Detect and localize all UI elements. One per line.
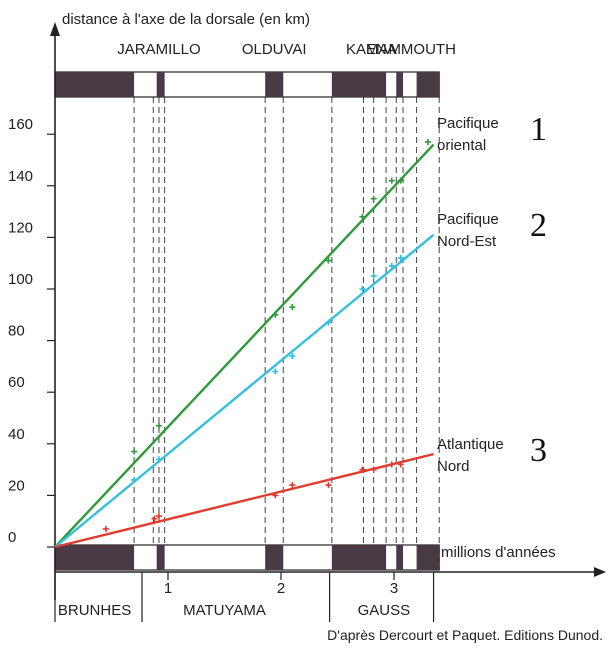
data-point	[370, 195, 377, 202]
data-point	[397, 255, 404, 262]
polarity-band-top-segment	[156, 72, 165, 97]
data-point	[359, 286, 366, 292]
polarity-bands	[54, 71, 440, 571]
polarity-band-bottom-segment	[265, 545, 284, 570]
data-point	[370, 466, 377, 473]
y-tick-label: 120	[8, 219, 33, 236]
y-tick-label: 160	[8, 116, 33, 133]
series-label: Pacifique	[437, 115, 499, 132]
y-tick-label: 40	[8, 426, 25, 443]
series-label: Atlantique	[437, 436, 504, 453]
source-credit: D'après Dercourt et Paquet. Editions Dun…	[327, 627, 603, 643]
x-axis-arrow	[594, 567, 606, 577]
data-point	[272, 492, 279, 499]
data-point	[155, 422, 162, 429]
data-point	[325, 319, 332, 326]
series-number: 1	[530, 111, 547, 148]
data-point	[325, 482, 332, 489]
epoch-label: MATUYAMA	[183, 602, 266, 619]
event-label: MAMMOUTH	[366, 41, 456, 58]
data-point	[424, 138, 431, 145]
y-tick-label: 100	[8, 271, 33, 288]
polarity-band-bottom-segment	[55, 545, 135, 570]
data-point	[131, 448, 138, 455]
series-label: oriental	[437, 137, 486, 154]
series-line	[54, 233, 435, 548]
event-label: OLDUVAI	[242, 41, 307, 58]
x-tick-label: 1	[164, 580, 172, 597]
data-point	[388, 461, 395, 468]
event-label: KAENA	[346, 41, 397, 58]
y-tick-label: 60	[8, 374, 25, 391]
y-tick-label: 20	[8, 477, 25, 494]
data-point	[155, 456, 162, 463]
y-tick-label: 80	[8, 323, 25, 340]
polarity-band-bottom-segment	[156, 545, 165, 570]
data-point	[151, 515, 158, 522]
polarity-band-bottom-segment	[331, 545, 387, 570]
series-label: Nord	[437, 458, 470, 475]
polarity-band-top-segment	[396, 72, 404, 97]
series-number: 3	[530, 432, 547, 469]
y-axis-label: distance à l'axe de la dorsale (en km)	[62, 11, 310, 28]
data-point	[102, 525, 109, 532]
polarity-band-top-segment	[55, 72, 135, 97]
data-point	[289, 482, 296, 489]
event-label: JARAMILLO	[117, 41, 200, 58]
y-tick-label: 0	[8, 529, 16, 546]
data-point	[388, 262, 395, 269]
epoch-label: BRUNHES	[58, 602, 131, 619]
data-point	[272, 311, 279, 318]
data-series	[54, 138, 435, 549]
polarity-guide-lines	[133, 97, 440, 570]
y-tick-label: 140	[8, 168, 33, 185]
polarity-band-top-segment	[416, 72, 440, 97]
data-point	[359, 466, 366, 473]
chart-labels: distance à l'axe de la dorsale (en km) m…	[58, 11, 603, 643]
polarity-band-top-segment	[265, 72, 284, 97]
axes: 0 20 40 60 80 100 120 140 160 1 2 3	[8, 22, 606, 622]
series-label: Nord-Est	[437, 233, 497, 250]
series-line	[54, 143, 435, 548]
data-point	[272, 368, 279, 375]
data-point	[325, 257, 332, 264]
x-axis-label: millions d'années	[441, 544, 556, 561]
polarity-band-bottom-segment	[396, 545, 404, 570]
data-point	[155, 513, 162, 520]
data-point	[289, 304, 296, 311]
data-point	[289, 353, 296, 360]
data-point	[397, 177, 404, 184]
x-tick-label: 2	[277, 580, 285, 597]
data-point	[359, 213, 366, 220]
polarity-band-top-segment	[331, 72, 387, 97]
series-number: 2	[530, 207, 547, 244]
y-axis-arrow	[50, 22, 60, 36]
data-point	[370, 273, 377, 280]
series-line	[54, 452, 434, 549]
data-point	[388, 177, 395, 184]
epoch-label: GAUSS	[358, 602, 411, 619]
polarity-band-bottom-segment	[416, 545, 440, 570]
series-label: Pacifique	[437, 211, 499, 228]
data-point	[397, 461, 404, 468]
x-tick-label: 3	[390, 580, 398, 597]
data-point	[131, 476, 138, 483]
